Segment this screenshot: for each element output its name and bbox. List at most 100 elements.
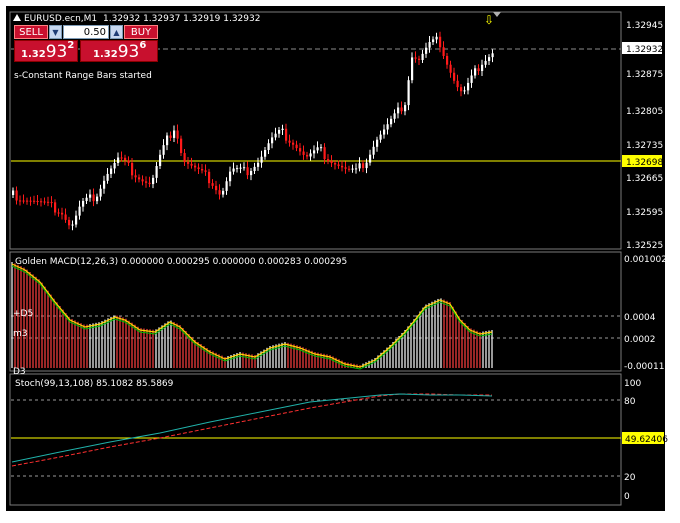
candle-body	[22, 200, 25, 202]
candle-body	[348, 168, 351, 170]
stoch-signal-line	[11, 393, 492, 467]
buy-price-fraction: 6	[139, 40, 147, 51]
candle-body	[306, 154, 309, 157]
lot-size-input[interactable]: 0.50	[63, 25, 109, 39]
candle-body	[397, 107, 400, 114]
candle-body	[257, 162, 260, 167]
candle-body	[442, 47, 445, 56]
candle-body	[134, 175, 137, 178]
candle-body	[110, 168, 113, 174]
candle-body	[292, 142, 295, 145]
candle-body	[64, 214, 67, 220]
sell-price-display[interactable]: 1.32932	[14, 40, 78, 62]
candle-body	[173, 130, 176, 138]
price-tick: 1.32735	[626, 141, 663, 151]
macd-label: +D5	[13, 309, 33, 319]
candle-body	[453, 72, 456, 81]
macd-scale: 0.001002 0.0004 0.0002 -0.000118	[624, 255, 670, 372]
sell-button[interactable]: SELL	[14, 25, 48, 39]
candle-body	[201, 168, 204, 171]
stoch-tick: 20	[624, 473, 636, 483]
sell-price-fraction: 2	[67, 40, 75, 51]
chevron-down-icon: ▼	[52, 28, 59, 37]
buy-price-pips: 93	[117, 42, 140, 62]
candle-body	[271, 137, 274, 144]
lot-decrease-button[interactable]: ▼	[49, 25, 62, 39]
sell-price-prefix: 1.32	[21, 49, 46, 60]
candle-body	[89, 194, 92, 198]
candle-body	[190, 163, 193, 166]
candle-body	[225, 181, 228, 191]
candle-body	[435, 36, 438, 40]
candle-body	[369, 154, 372, 163]
candle-body	[411, 57, 414, 81]
candle-body	[169, 135, 172, 138]
candle-body	[239, 167, 242, 169]
price-scale: 1.32945 1.32875 1.32805 1.32735 1.32665 …	[626, 21, 663, 251]
candle-body	[155, 166, 158, 178]
candle-body	[33, 200, 36, 202]
candle-body	[176, 130, 179, 139]
stoch-hline-label: 49.62406	[625, 435, 668, 445]
candle-body	[355, 168, 358, 170]
candle-body	[425, 47, 428, 54]
lot-increase-button[interactable]: ▲	[110, 25, 123, 39]
chart-shift-marker-icon[interactable]	[493, 12, 501, 17]
price-tick: 1.32805	[626, 107, 663, 117]
candle-body	[295, 144, 298, 149]
candle-body	[96, 196, 99, 202]
price-tick: 1.32665	[626, 174, 663, 184]
candlestick-series	[12, 31, 494, 231]
price-tick: 1.32595	[626, 208, 663, 218]
candle-body	[138, 177, 141, 180]
candle-body	[344, 167, 347, 169]
candle-body	[204, 170, 207, 172]
candle-body	[488, 57, 491, 61]
candle-body	[288, 140, 291, 143]
stoch-tick: 0	[624, 492, 630, 502]
candle-body	[260, 156, 263, 163]
macd-tick: 0.0002	[624, 335, 656, 345]
candle-body	[71, 224, 74, 226]
candle-body	[299, 148, 302, 152]
buy-price-display[interactable]: 1.32936	[80, 40, 158, 62]
candle-body	[334, 163, 337, 165]
stoch-panel[interactable]	[9, 373, 622, 506]
candle-body	[127, 160, 130, 163]
candle-body	[365, 162, 368, 169]
candle-body	[113, 162, 116, 169]
candle-body	[320, 147, 323, 149]
buy-button[interactable]: BUY	[124, 25, 158, 39]
candle-body	[29, 200, 32, 202]
stoch-hline-label-box	[622, 432, 664, 444]
candle-body	[82, 200, 85, 207]
candle-body	[467, 82, 470, 91]
chart-background	[6, 6, 665, 511]
candle-body	[92, 194, 95, 202]
macd-tick: -0.000118	[624, 362, 670, 372]
macd-tick: 0.001002	[624, 255, 667, 265]
candle-body	[491, 53, 494, 58]
candle-body	[197, 167, 200, 169]
stoch-tick: 80	[624, 397, 636, 407]
candle-body	[208, 171, 211, 184]
triangle-up-icon[interactable]	[13, 14, 21, 21]
candle-body	[232, 168, 235, 172]
main-panel[interactable]	[9, 11, 622, 250]
candle-body	[61, 212, 64, 215]
candle-body	[376, 139, 379, 147]
candle-body	[194, 165, 197, 168]
candle-body	[264, 150, 267, 157]
macd-panel[interactable]	[9, 251, 622, 372]
candle-body	[36, 201, 39, 202]
candle-body	[166, 135, 169, 146]
price-tick: 1.32875	[626, 70, 663, 80]
candle-body	[379, 134, 382, 140]
candle-body	[470, 75, 473, 83]
candle-body	[400, 107, 403, 112]
candle-body	[211, 183, 214, 186]
candle-body	[418, 58, 421, 60]
candle-body	[75, 215, 78, 225]
candle-body	[68, 219, 71, 226]
